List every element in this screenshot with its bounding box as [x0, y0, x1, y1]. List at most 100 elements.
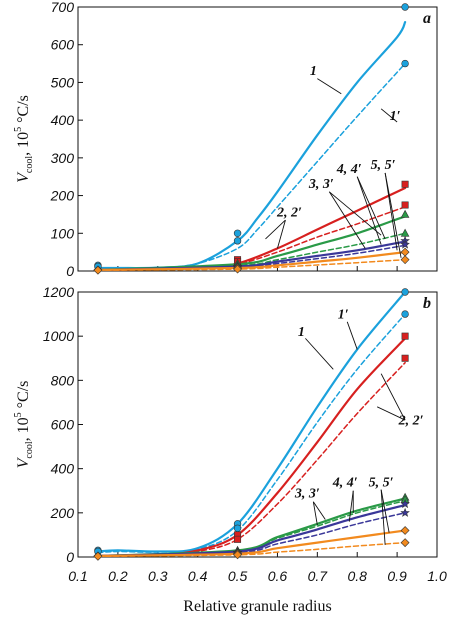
panel-a-series-5-line: [96, 215, 407, 271]
panel-a-series-9-line: [96, 251, 407, 271]
panel-b-series-9-line: [96, 529, 407, 557]
panel-b-series-2-line: [97, 313, 406, 554]
panel-a-ytick-label: 700: [51, 0, 75, 15]
panel-b-xtick-label: 0.3: [148, 568, 168, 584]
panel-b-series-3-marker: [401, 332, 409, 340]
panel-b-series-4-line: [97, 361, 406, 557]
panel-b-leader-line: [376, 406, 406, 421]
panel-a-annotation: 3, 3′: [308, 177, 334, 192]
panel-b-series-10-marker: [233, 550, 242, 560]
panel-b-xtick-label: 1.0: [427, 568, 447, 584]
panel-a-series-1-line: [96, 21, 407, 270]
panel-a-annotation: 1: [310, 64, 317, 79]
panel-a-leader-line: [265, 219, 286, 240]
panel-a-ytick-label: 500: [51, 74, 75, 90]
panel-b-leader-line: [348, 490, 354, 522]
panel-b-annotation: 1: [298, 325, 305, 340]
panel-a-series-10-line: [97, 258, 406, 271]
panel-a-series-7-line: [96, 240, 407, 271]
panel-b-ytick-label: 200: [50, 505, 75, 521]
panel-a-series-9-marker: [400, 247, 410, 257]
panel-a-ytick-label: 400: [51, 112, 75, 128]
panel-b-series-1-line: [96, 290, 407, 553]
panel-a-frame: [77, 6, 438, 272]
panel-b-ytick-label: 1200: [43, 284, 74, 300]
panel-b-series-10-marker: [400, 538, 410, 548]
panel-b-series-10-marker: [93, 551, 103, 561]
panel-a-series-10-marker: [93, 265, 103, 275]
panel-a-series-10-marker: [400, 255, 410, 265]
panel-a-series-6-line: [97, 232, 406, 271]
panel-b-series-4-marker: [234, 535, 242, 543]
panel-b-series-6-line: [97, 499, 406, 557]
panel-b-series-10-line: [97, 541, 406, 558]
panel-a-annotation: 2, 2′: [276, 205, 302, 220]
panel-b-xtick-label: 0.9: [387, 568, 407, 584]
panel-a-ytick-label: 300: [51, 150, 75, 166]
panel-b-xtick-label: 0.8: [347, 568, 367, 584]
panel-a-series-8-line: [97, 244, 406, 271]
panel-b-ytick-label: 1000: [43, 328, 74, 344]
panel-b-leader-line: [380, 489, 386, 545]
panel-b-ytick-label: 0: [66, 549, 74, 565]
panel-a-series-4-marker: [401, 201, 409, 209]
panel-b-xtick-label: 0.4: [188, 568, 208, 584]
panel-b-series-1-marker: [401, 288, 409, 296]
panel-a-series-6-marker: [400, 228, 410, 237]
panel-b-leader-line: [312, 501, 326, 520]
panel-b-leader-line: [346, 321, 358, 350]
panel-b-leader-line: [312, 501, 318, 526]
panel-a-series-8-marker: [400, 239, 410, 249]
panel-a-series-4-line: [97, 206, 406, 271]
panel-a-series-1-marker: [233, 229, 242, 237]
panel-b-xtick-label: 0.6: [268, 568, 288, 584]
panel-b-letter: b: [423, 295, 431, 312]
panel-b-xtick-label: 0.1: [68, 568, 87, 584]
panel-a-leader-line: [317, 78, 342, 95]
panel-a-letter: a: [423, 10, 431, 27]
panel-b-xtick-label: 0.5: [228, 568, 248, 584]
panel-a-series-1-marker: [401, 3, 409, 11]
panel-a-ytick-label: 200: [50, 188, 75, 204]
panel-a-leader-line: [380, 108, 398, 123]
panel-b-series-2-marker: [233, 524, 242, 532]
panel-a-annotation: 1′: [390, 109, 401, 124]
panel-a-ytick-label: 100: [51, 225, 75, 241]
panel-b-series-2-marker: [401, 310, 409, 318]
panel-a-annotation: 5, 5′: [371, 158, 396, 173]
panel-b-xtick-label: 0.2: [108, 568, 128, 584]
panel-a-ylabel: Vcool, 105 °C/s: [13, 95, 35, 183]
panel-b-annotation: 4, 4′: [332, 475, 358, 490]
panel-a-ytick-label: 600: [51, 37, 75, 53]
panel-a-series-3-marker: [401, 180, 409, 188]
panel-b-annotation: 1′: [338, 308, 349, 323]
panel-b-annotation: 2, 2′: [398, 414, 424, 429]
panel-b-leader-line: [305, 338, 334, 370]
panel-b-xtick-label: 0.7: [308, 568, 329, 584]
panel-a-leader-line: [356, 176, 382, 245]
panel-b-ylabel: Vcool, 105 °C/s: [13, 381, 35, 469]
panel-b-ytick-label: 800: [51, 372, 75, 388]
panel-a-series-5-marker: [400, 209, 410, 218]
panel-b-leader-line: [380, 373, 406, 421]
panel-b-series-4-marker: [401, 354, 409, 362]
panel-a-leader-line: [277, 219, 286, 249]
panel-b-leader-line: [380, 489, 390, 533]
panel-b-ytick-label: 600: [51, 417, 75, 433]
panel-b-annotation: 5, 5′: [369, 475, 394, 490]
panel-a-ytick-label: 0: [66, 263, 74, 279]
panel-a-leader-line: [329, 191, 382, 236]
panel-b-ytick-label: 400: [51, 461, 75, 477]
panel-b-xlabel: Relative granule radius: [183, 598, 331, 615]
panel-b-series-9-marker: [400, 526, 410, 535]
panel-b-annotation: 3, 3′: [294, 486, 320, 501]
panel-b-series-7-marker: [400, 498, 410, 509]
panel-a-series-2-marker: [401, 59, 409, 68]
panel-a-series-2-marker: [233, 237, 242, 245]
panel-a-annotation: 4, 4′: [336, 162, 362, 177]
panel-a-leader-line: [356, 176, 386, 240]
panel-a-leader-line: [384, 172, 402, 258]
panel-a-leader-line: [328, 191, 366, 249]
panel-b-series-8-marker: [400, 507, 410, 517]
